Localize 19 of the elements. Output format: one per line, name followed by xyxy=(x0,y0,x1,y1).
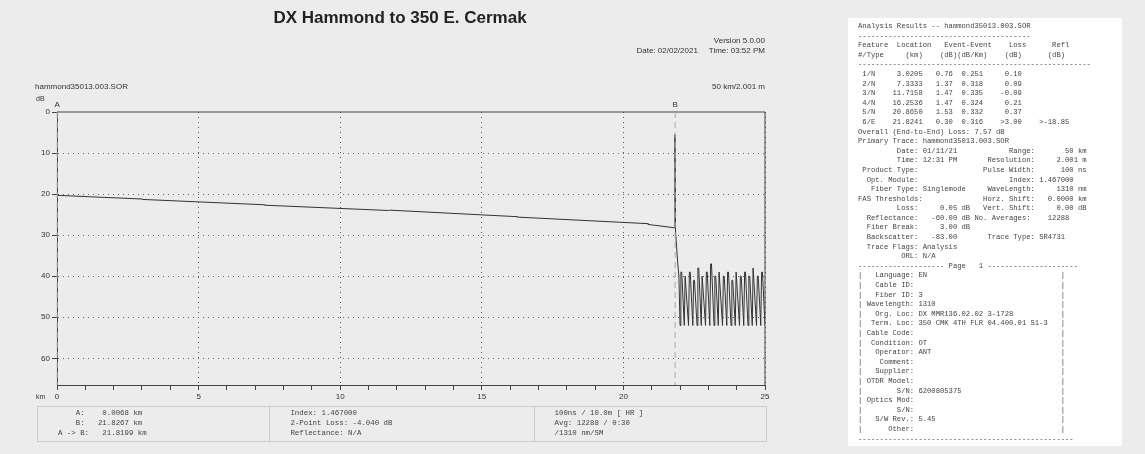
y-tick-label: 20 xyxy=(41,189,51,199)
y-tick-label: 30 xyxy=(41,230,51,240)
x-tick-label: 5 xyxy=(196,392,202,401)
y-tick-label: 50 xyxy=(41,312,51,322)
x-tick-label: 15 xyxy=(477,392,487,401)
x-tick-label: 10 xyxy=(335,392,346,401)
x-tick-label: 0 xyxy=(54,392,60,401)
chart-subtitle: hammond35013.003.SOR xyxy=(35,82,128,91)
y-tick-label: 40 xyxy=(41,271,51,281)
ref-line-label: A xyxy=(54,100,61,110)
chart-title: DX Hammond to 350 E. Cermak xyxy=(272,8,528,28)
ref-line-label: B xyxy=(672,100,678,110)
x-tick-label: 25 xyxy=(760,392,770,401)
text: 50 km/2.001 m xyxy=(712,82,765,91)
x-tick-label: 20 xyxy=(618,392,629,401)
y-tick-label: 60 xyxy=(41,353,51,363)
text: Version 5.0.00 Date: 02/02/2021 Time: 03:52 PM xyxy=(636,36,765,56)
y-tick-label: 0 xyxy=(45,107,51,117)
y-tick-label: 10 xyxy=(41,148,51,158)
